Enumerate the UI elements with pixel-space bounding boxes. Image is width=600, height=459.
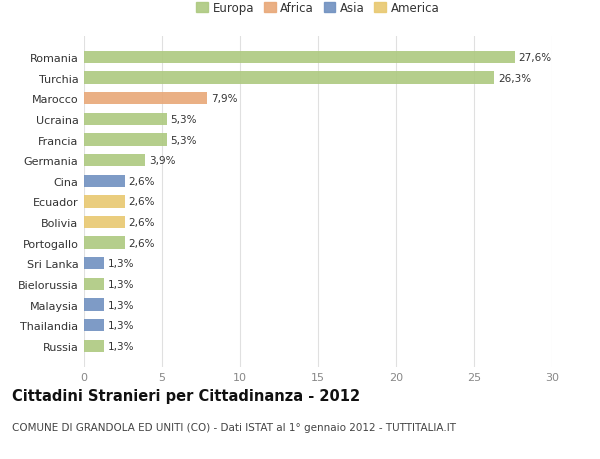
Text: 1,3%: 1,3% (108, 259, 134, 269)
Bar (84, 196, 125, 208)
Text: 1,3%: 1,3% (108, 320, 134, 330)
Text: 1,3%: 1,3% (108, 300, 134, 310)
Bar (84, 134, 167, 146)
Bar (84, 216, 125, 229)
Text: 1,3%: 1,3% (108, 279, 134, 289)
Text: 2,6%: 2,6% (128, 197, 155, 207)
Bar (84, 155, 145, 167)
Text: 3,9%: 3,9% (149, 156, 175, 166)
Bar (84, 319, 104, 331)
Text: 2,6%: 2,6% (128, 176, 155, 186)
Bar (84, 175, 125, 188)
Text: 1,3%: 1,3% (108, 341, 134, 351)
Bar (84, 299, 104, 311)
Bar (84, 237, 125, 249)
Legend: Europa, Africa, Asia, America: Europa, Africa, Asia, America (194, 0, 442, 17)
Text: 2,6%: 2,6% (128, 238, 155, 248)
Text: 27,6%: 27,6% (518, 53, 551, 63)
Text: COMUNE DI GRANDOLA ED UNITI (CO) - Dati ISTAT al 1° gennaio 2012 - TUTTITALIA.IT: COMUNE DI GRANDOLA ED UNITI (CO) - Dati … (12, 422, 456, 432)
Bar (84, 340, 104, 352)
Text: 26,3%: 26,3% (498, 73, 532, 84)
Bar (84, 257, 104, 270)
Bar (84, 93, 207, 105)
Text: Cittadini Stranieri per Cittadinanza - 2012: Cittadini Stranieri per Cittadinanza - 2… (12, 388, 360, 403)
Bar (84, 52, 515, 64)
Bar (84, 73, 494, 84)
Text: 5,3%: 5,3% (170, 115, 197, 125)
Text: 7,9%: 7,9% (211, 94, 238, 104)
Bar (84, 113, 167, 126)
Text: 2,6%: 2,6% (128, 218, 155, 228)
Text: 5,3%: 5,3% (170, 135, 197, 145)
Bar (84, 278, 104, 291)
